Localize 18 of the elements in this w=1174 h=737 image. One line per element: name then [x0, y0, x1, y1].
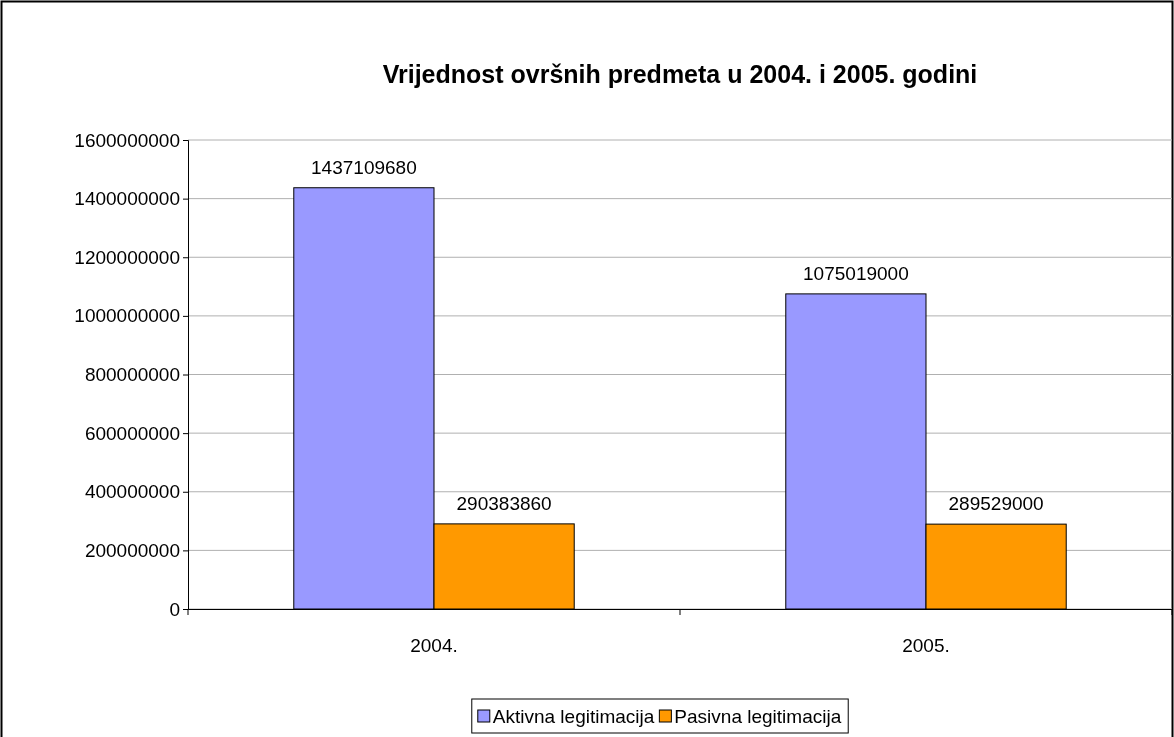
y-tick-label: 400000000 — [84, 481, 180, 503]
data-label: 1075019000 — [803, 262, 909, 284]
chart-title: Vrijednost ovršnih predmeta u 2004. i 2005. godini — [382, 60, 978, 88]
y-tick-label: 200000000 — [84, 539, 180, 561]
y-tick-label: 0 — [169, 598, 180, 620]
data-label: 290383860 — [456, 492, 552, 514]
y-tick-label: 1000000000 — [74, 305, 180, 327]
y-tick-label: 1400000000 — [74, 188, 180, 210]
y-tick-label: 800000000 — [84, 364, 180, 386]
data-label: 289529000 — [948, 493, 1044, 515]
y-tick-label: 1600000000 — [74, 129, 180, 151]
legend-label: Pasivna legitimacija — [674, 706, 842, 727]
legend-label: Aktivna legitimacija — [492, 706, 655, 727]
x-tick-label: 2005. — [902, 635, 950, 657]
y-tick-label: 1200000000 — [74, 246, 180, 268]
x-tick-label: 2004. — [410, 635, 458, 657]
data-label: 1437109680 — [311, 156, 417, 178]
y-tick-label: 600000000 — [84, 422, 180, 444]
